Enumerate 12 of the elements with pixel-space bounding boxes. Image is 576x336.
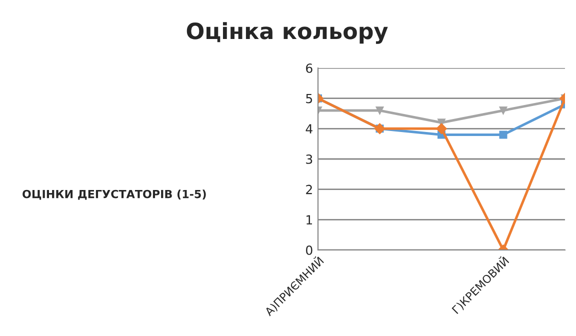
- y-tick-label: 5: [306, 94, 312, 104]
- y-tick-label: 3: [306, 154, 312, 164]
- y-tick-label: 4: [306, 124, 312, 134]
- y-tick-label: 2: [306, 184, 312, 194]
- y-tick-label: 0: [306, 245, 312, 255]
- point: [499, 106, 508, 114]
- chart-title: Оцінка кольору: [186, 22, 388, 44]
- point: [436, 123, 447, 134]
- text: ОЦІНКИ ДЕГУСТАТОРІВ (1-5): [22, 190, 206, 200]
- y-tick-label: 1: [306, 215, 312, 224]
- point: [376, 106, 384, 114]
- y-tick-label: 6: [306, 63, 312, 73]
